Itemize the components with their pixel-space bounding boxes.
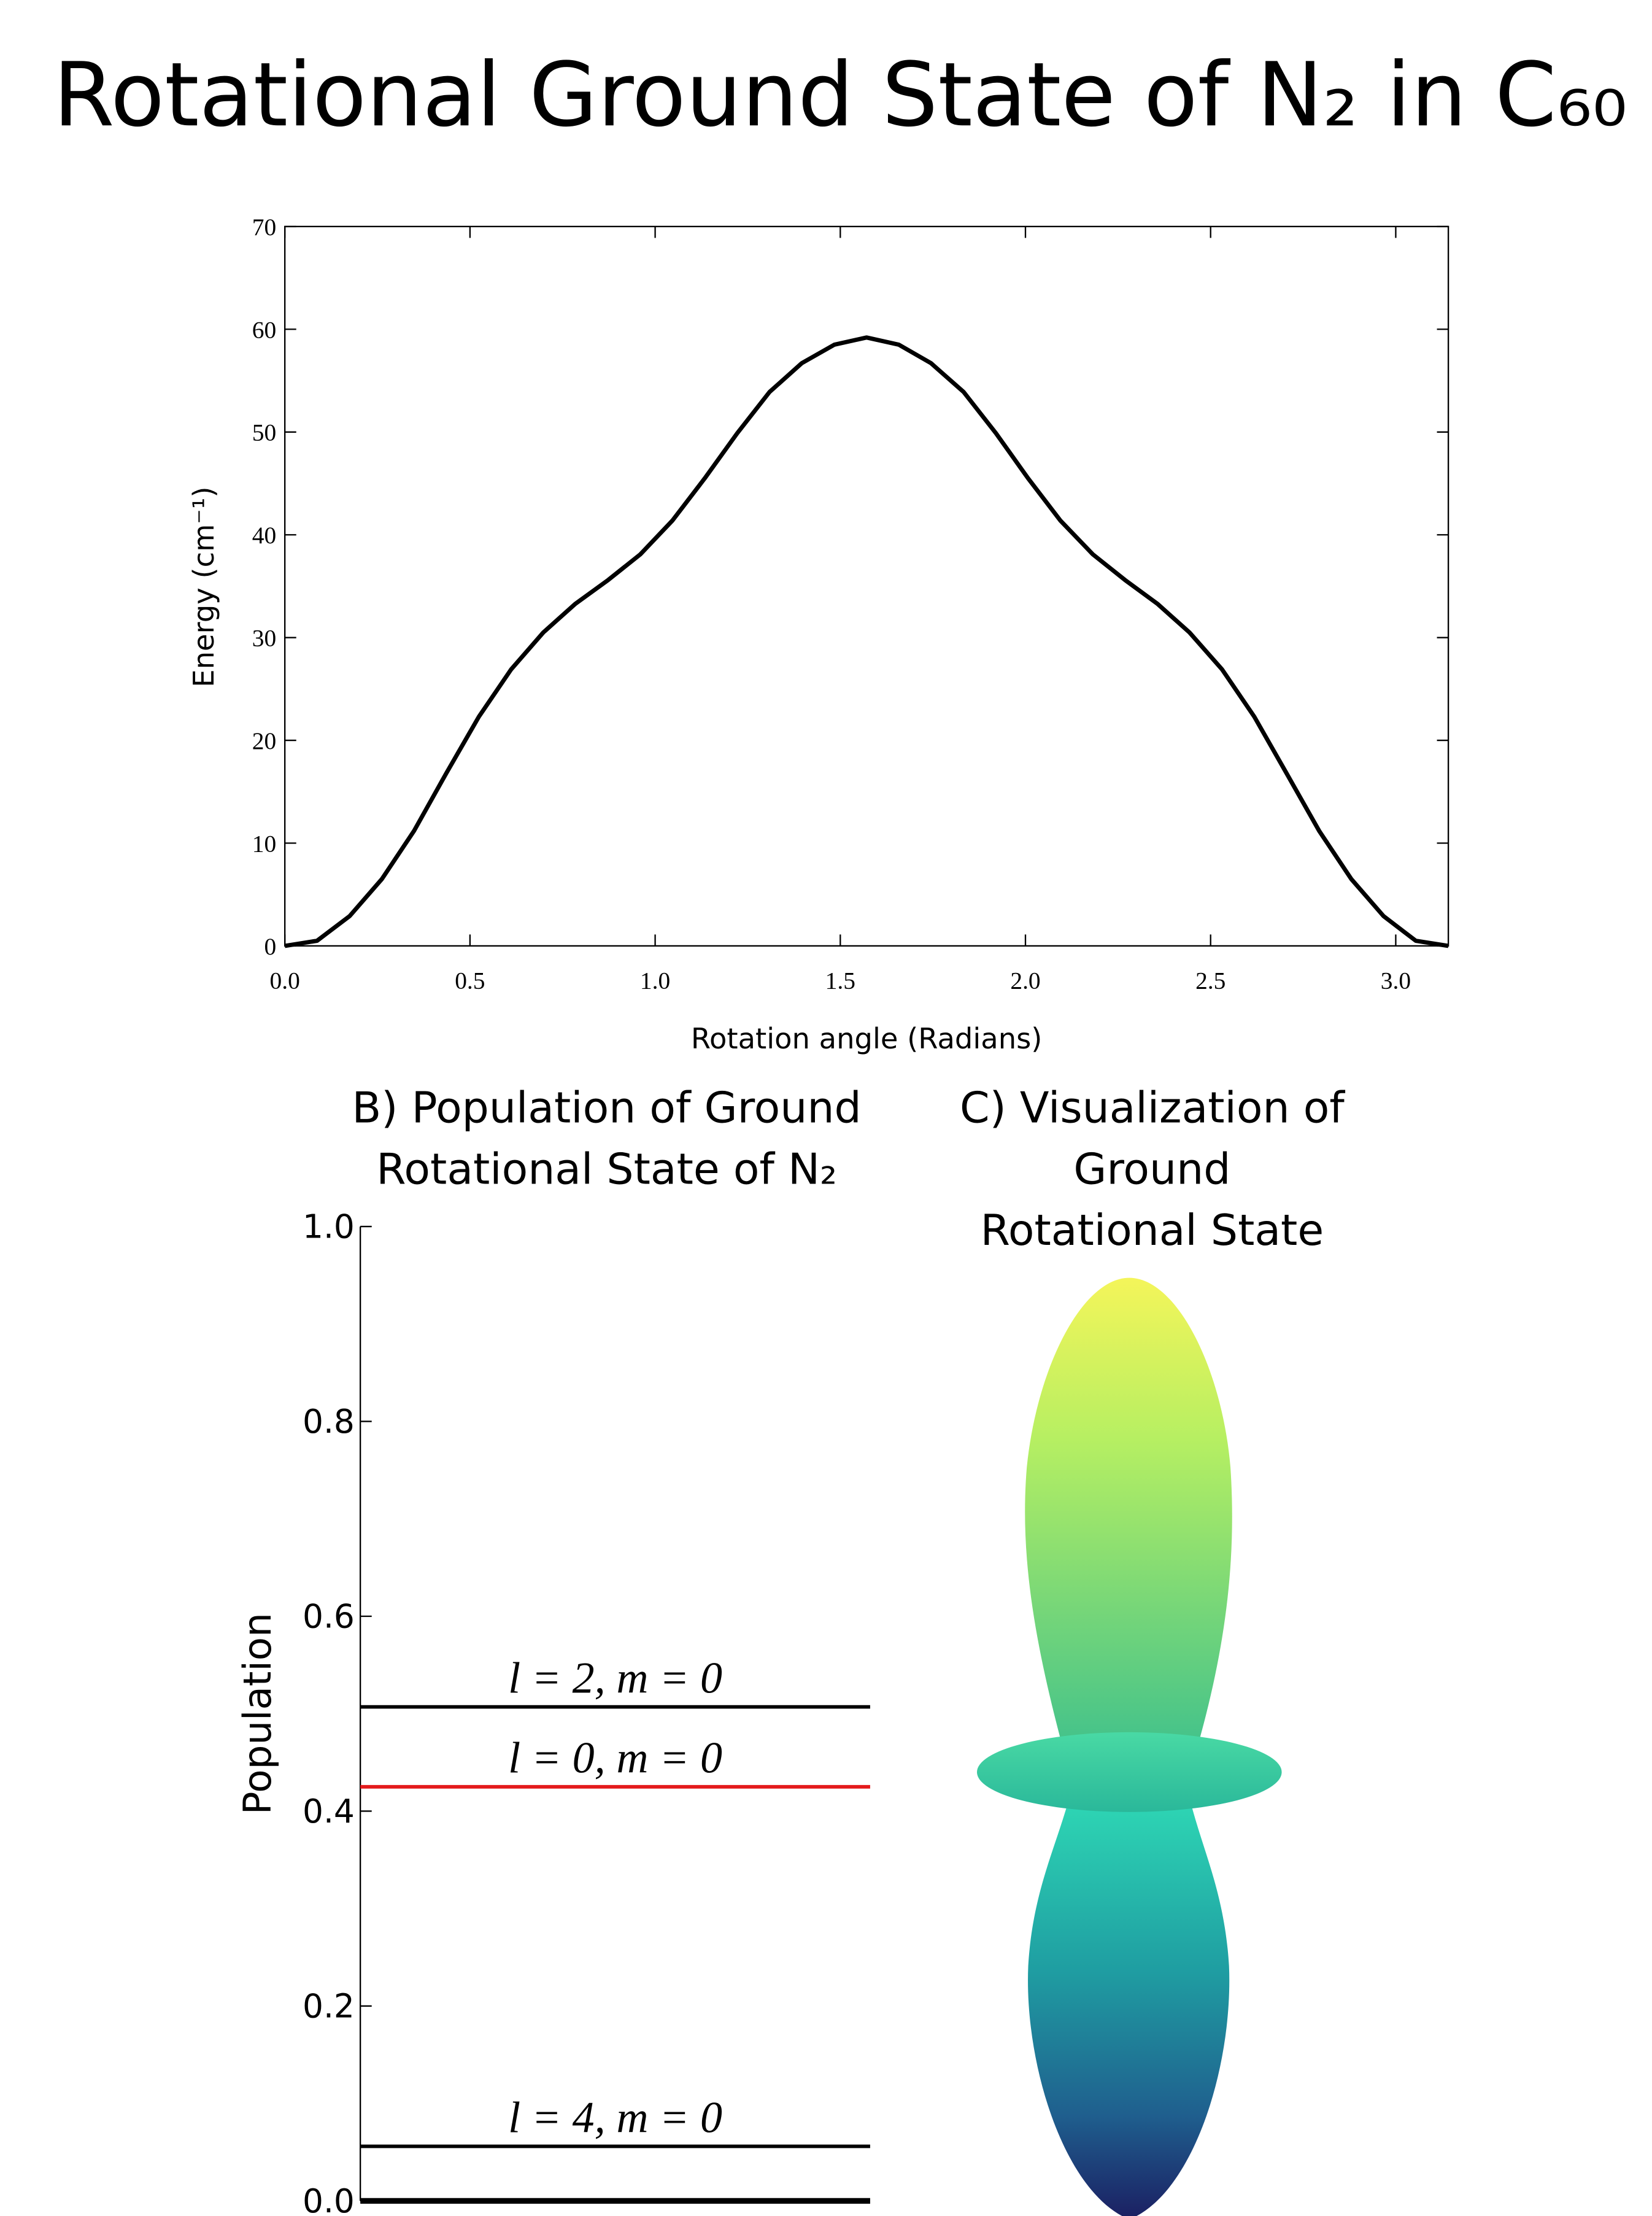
y-tick-label: 0.0: [303, 2182, 355, 2216]
y-tick-label: 20: [252, 727, 276, 754]
y-tick-label: 50: [252, 419, 276, 446]
x-tick-label: 3.0: [1381, 967, 1411, 994]
y-tick-label: 0.6: [303, 1597, 355, 1636]
level-label: l = 4, m = 0: [508, 2093, 722, 2142]
y-tick-label: 10: [252, 830, 276, 857]
x-axis-label: Rotation angle (Radians): [691, 1022, 1043, 1055]
y-axis-label: Population: [235, 1613, 280, 1815]
level-label: l = 0, m = 0: [508, 1734, 722, 1783]
y-tick-label: 60: [252, 316, 276, 343]
lower-lobe: [1028, 1802, 1230, 2216]
surface-visual: [976, 1277, 1282, 2216]
panel-title: Ground: [1073, 1144, 1230, 1194]
y-axis-label: Energy (cm⁻¹): [187, 486, 220, 687]
figure-title: Rotational Ground State of N₂ in C₆₀: [53, 43, 1627, 146]
panel-title: B) Population of Ground: [352, 1083, 862, 1133]
y-tick-label: 1.0: [303, 1207, 355, 1246]
y-tick-label: 70: [252, 214, 276, 241]
y-tick-label: 0: [264, 933, 277, 960]
ring: [976, 1732, 1282, 1812]
x-tick-label: 1.5: [825, 967, 855, 994]
data-line: [284, 335, 1449, 948]
upper-lobe: [1025, 1277, 1232, 1741]
y-tick-label: 0.4: [303, 1792, 355, 1831]
level-label: l = 2, m = 0: [508, 1653, 722, 1702]
panel-title: Rotational State: [981, 1206, 1324, 1255]
x-tick-label: 2.0: [1010, 967, 1040, 994]
panel-title: C) Visualization of: [960, 1083, 1345, 1133]
x-tick-label: 1.0: [640, 967, 670, 994]
x-tick-label: 0.5: [455, 967, 485, 994]
y-tick-label: 0.8: [303, 1402, 355, 1441]
y-tick-label: 0.2: [303, 1987, 355, 2026]
x-tick-label: 0.0: [270, 967, 300, 994]
plot-frame: [284, 225, 1449, 947]
y-tick-label: 40: [252, 522, 276, 549]
y-tick-label: 30: [252, 625, 276, 652]
panel-title: Rotational State of N₂: [376, 1144, 837, 1194]
x-tick-label: 2.5: [1195, 967, 1225, 994]
